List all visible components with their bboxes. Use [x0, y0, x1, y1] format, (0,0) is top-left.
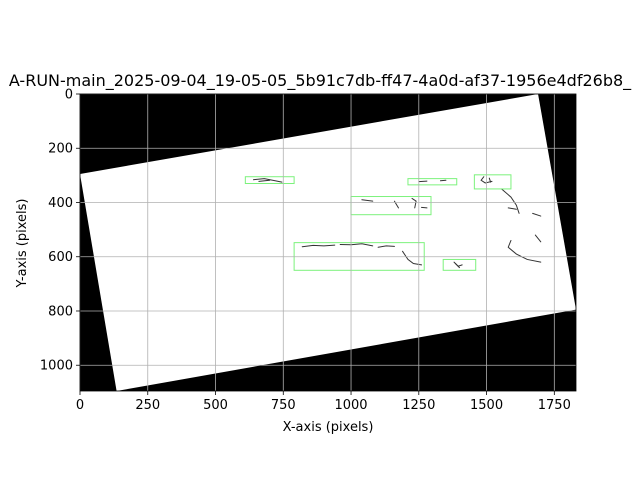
detection-box — [442, 258, 477, 271]
x-tick-label: 500 — [203, 398, 228, 413]
crack-stroke — [500, 188, 520, 214]
crack-stroke — [507, 239, 542, 263]
crack-stroke — [488, 177, 492, 183]
y-axis-label: Y-axis (pixels) — [15, 199, 30, 289]
crack-stroke — [258, 179, 271, 182]
y-tick-label: 200 — [48, 142, 73, 157]
detection-box — [244, 176, 295, 185]
crack-stroke — [507, 207, 517, 210]
x-tick-label: 1000 — [334, 398, 367, 413]
y-tick-label: 0 — [65, 88, 73, 103]
y-tick-label: 800 — [48, 304, 73, 319]
y-tick-label: 400 — [48, 196, 73, 211]
chart-title: A-RUN-main_2025-09-04_19-05-05_5b91c7db-… — [9, 71, 632, 91]
crack-stroke — [377, 245, 395, 248]
plot-area — [79, 93, 577, 392]
crack-stroke — [252, 178, 283, 183]
crack-stroke — [439, 179, 447, 182]
crack-stroke — [421, 206, 428, 209]
crack-stroke — [402, 250, 423, 266]
x-tick-label: 1250 — [402, 398, 435, 413]
detection-box — [473, 174, 512, 190]
x-tick-label: 750 — [271, 398, 296, 413]
y-tick-label: 600 — [48, 250, 73, 265]
crack-stroke — [361, 199, 374, 202]
detection-box — [407, 178, 458, 186]
crack-stroke — [480, 176, 493, 184]
x-tick-label: 0 — [76, 398, 84, 413]
x-axis-label: X-axis (pixels) — [283, 420, 374, 435]
axis-ticks: 0 250 500 750 1000 1250 1500 1750 0 200 400 600 800 1… — [40, 88, 571, 414]
crack-stroke — [534, 234, 542, 243]
axes-frame — [79, 93, 577, 392]
x-tick-label: 250 — [135, 398, 160, 413]
crack-stroke — [301, 244, 336, 248]
crack-stroke — [339, 243, 374, 247]
y-tick-label: 1000 — [40, 359, 73, 374]
crack-stroke — [411, 197, 417, 209]
crack-stroke — [532, 212, 542, 217]
crack-stroke — [454, 263, 460, 269]
x-tick-label: 1500 — [470, 398, 503, 413]
crack-stroke — [418, 180, 428, 183]
x-tick-label: 1750 — [538, 398, 571, 413]
